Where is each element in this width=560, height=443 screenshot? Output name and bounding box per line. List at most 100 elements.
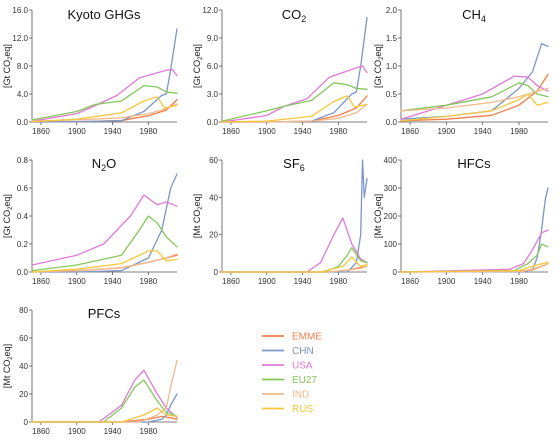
panel-title: CH4 [462, 7, 486, 24]
legend-item-chn: CHN [262, 346, 314, 357]
x-tick-label: 1940 [474, 127, 492, 136]
x-tick-label: 1860 [32, 277, 50, 286]
x-tick-label: 1900 [437, 127, 455, 136]
series-line-chn [221, 159, 368, 273]
panel-ch4: CH4 [Gt CO2eq] 0.0 0.5 1.0 1.5 2.0 1860 1900 19… [373, 6, 549, 136]
y-tick-label: 16.0 [12, 6, 28, 15]
y-tick-label: 0 [393, 268, 398, 277]
panel-title: SF6 [283, 156, 305, 173]
panel-n2o: N2O [Gt CO2eq] 0.0 0.2 0.4 0.6 0.8 1860 1900 19… [2, 156, 178, 286]
series-line-ind [400, 87, 549, 112]
y-tick-label: 4.0 [17, 90, 29, 99]
x-tick-label: 1980 [139, 127, 157, 136]
legend: EMME CHN USA EU27 IND RUS [262, 332, 322, 415]
series-line-eu27 [221, 82, 368, 122]
y-tick-label: 9.0 [207, 34, 219, 43]
legend-label: IND [292, 390, 309, 401]
x-tick-label: 1980 [510, 127, 528, 136]
panel-title: Kyoto GHGs [68, 7, 141, 22]
series-line-eu27 [31, 215, 178, 272]
y-tick-label: 0 [214, 268, 219, 277]
series-line-emme [221, 265, 368, 273]
series-line-rus [400, 261, 549, 273]
series-line-eu27 [221, 247, 368, 273]
x-tick-label: 1860 [32, 127, 50, 136]
x-tick-label: 1900 [68, 427, 86, 436]
axes: 0 20 40 60 80 1860 1900 1940 1980 [19, 306, 177, 436]
panel-title: HFCs [457, 156, 491, 171]
y-axis-label: [Gt CO2eq] [373, 44, 385, 88]
y-tick-label: 40 [209, 193, 218, 202]
y-tick-label: 0.2 [17, 240, 29, 249]
y-tick-label: 1.5 [386, 34, 398, 43]
panel-title: N2O [92, 156, 117, 173]
x-tick-label: 1980 [139, 427, 157, 436]
y-tick-label: 0.0 [207, 118, 219, 127]
axes: 0.0 3.0 6.0 9.0 12.0 1860 1900 1940 1980 [202, 6, 367, 136]
series-line-rus [400, 93, 549, 122]
series-line-ind [31, 253, 178, 273]
legend-item-ind: IND [262, 390, 309, 401]
y-tick-label: 12.0 [202, 6, 218, 15]
series-line-usa [400, 229, 549, 273]
series-line-ind [221, 265, 368, 273]
y-tick-label: 3.0 [207, 90, 219, 99]
y-tick-label: 12.0 [12, 34, 28, 43]
y-axis-label: [Mt CO2eq] [192, 194, 204, 238]
y-tick-label: 0.5 [386, 90, 398, 99]
y-axis-label: [Mt CO2eq] [2, 344, 14, 388]
series-line-chn [31, 173, 178, 273]
series-line-usa [31, 68, 178, 122]
series-line-chn [221, 16, 368, 123]
panel-title: CO2 [282, 7, 307, 24]
y-tick-label: 40 [19, 362, 28, 371]
legend-label: EU27 [292, 375, 317, 386]
y-tick-label: 2.0 [386, 6, 398, 15]
y-axis-label: [Gt CO2eq] [2, 44, 14, 88]
x-tick-label: 1900 [68, 277, 86, 286]
series-line-usa [31, 369, 178, 423]
y-tick-label: 0.4 [17, 212, 29, 221]
x-tick-label: 1860 [401, 277, 419, 286]
y-tick-label: 60 [19, 334, 28, 343]
y-tick-label: 1.0 [386, 62, 398, 71]
series-line-usa [31, 194, 178, 266]
x-tick-label: 1940 [294, 277, 312, 286]
axes: 0.0 0.5 1.0 1.5 2.0 1860 1900 1940 1980 [386, 6, 548, 136]
series-line-rus [31, 250, 178, 273]
panel-pfcs: PFCs [Mt CO2eq] 0 20 40 60 80 1860 1900 1940 198… [2, 306, 178, 436]
x-tick-label: 1900 [68, 127, 86, 136]
legend-item-rus: RUS [262, 404, 313, 415]
legend-label: RUS [292, 404, 313, 415]
y-tick-label: 400 [384, 156, 398, 165]
series-line-ind [31, 103, 178, 122]
x-tick-label: 1940 [104, 277, 122, 286]
series-line-usa [221, 65, 368, 123]
panel-co2: CO2 [Gt CO2eq] 0.0 3.0 6.0 9.0 12.0 1860 1900 1… [192, 6, 368, 136]
y-tick-label: 300 [384, 184, 398, 193]
series-line-chn [31, 28, 178, 123]
y-tick-label: 20 [209, 231, 218, 240]
x-tick-label: 1900 [258, 277, 276, 286]
axes: 0.0 0.2 0.4 0.6 0.8 1860 1900 1940 1980 [17, 156, 177, 286]
legend-label: USA [292, 361, 313, 372]
series-line-eu27 [400, 82, 549, 112]
y-tick-label: 0.0 [17, 118, 29, 127]
legend-label: EMME [292, 332, 322, 343]
y-tick-label: 6.0 [207, 62, 219, 71]
x-tick-label: 1860 [222, 127, 240, 136]
x-tick-label: 1980 [329, 277, 347, 286]
y-tick-label: 100 [384, 240, 398, 249]
x-tick-label: 1980 [329, 127, 347, 136]
x-tick-label: 1940 [294, 127, 312, 136]
legend-label: CHN [292, 346, 314, 357]
legend-item-emme: EMME [262, 332, 322, 343]
panel-title: PFCs [88, 306, 121, 321]
series-line-emme [400, 73, 549, 122]
panel-kyoto-ghgs: Kyoto GHGs [Gt CO2eq] 0.0 4.0 8.0 12.0 16.0 1… [2, 6, 178, 136]
series-line-eu27 [31, 379, 178, 423]
series-line-rus [221, 256, 368, 273]
series-line-eu27 [31, 84, 178, 121]
y-tick-label: 80 [19, 306, 28, 315]
